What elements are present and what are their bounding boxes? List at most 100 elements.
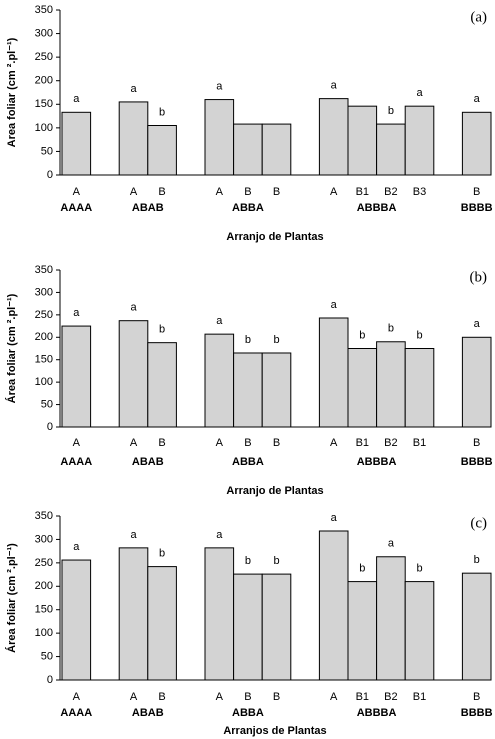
significance-letter: b <box>245 555 251 567</box>
x-tick-label: B <box>244 437 251 449</box>
bar <box>233 123 263 176</box>
bar <box>376 123 406 176</box>
significance-letter: a <box>416 87 423 99</box>
bar <box>376 341 406 428</box>
significance-letter: b <box>416 329 422 341</box>
group-label: BBBB <box>461 202 493 214</box>
x-axis-title: Arranjos de Plantas <box>223 725 326 737</box>
bar <box>461 572 492 681</box>
y-tick-label: 50 <box>41 145 53 157</box>
bar <box>61 325 92 428</box>
bar <box>461 111 492 176</box>
x-tick-label: B2 <box>384 691 397 703</box>
y-tick-label: 150 <box>35 98 53 110</box>
y-tick-label: 350 <box>35 4 53 16</box>
bar <box>233 352 263 428</box>
y-tick-label: 200 <box>35 331 53 343</box>
x-tick-label: A <box>216 186 224 198</box>
significance-letter: b <box>474 554 480 566</box>
bar <box>318 530 349 681</box>
significance-letter: b <box>359 329 365 341</box>
x-axis-title: Arranjo de Plantas <box>226 231 323 243</box>
significance-letter: b <box>388 105 394 117</box>
x-tick-label: A <box>330 437 338 449</box>
group-label: ABAB <box>132 707 164 719</box>
x-tick-label: B <box>273 691 280 703</box>
bar <box>147 566 177 681</box>
x-tick-label: B <box>158 437 165 449</box>
significance-letter: a <box>73 541 80 553</box>
x-tick-label: B1 <box>356 691 369 703</box>
significance-letter: a <box>73 93 80 105</box>
group-label: ABBBA <box>357 707 397 719</box>
panel: 050100150200250300350aAAAAAaAbBABABaAbBb… <box>5 510 493 737</box>
y-tick-label: 0 <box>47 674 53 686</box>
x-tick-label: B <box>244 691 251 703</box>
significance-letter: b <box>159 548 165 560</box>
y-tick-label: 50 <box>41 650 53 662</box>
y-tick-label: 300 <box>35 533 53 545</box>
bar <box>347 581 378 681</box>
x-tick-label: B1 <box>413 691 426 703</box>
x-tick-label: B1 <box>413 437 426 449</box>
x-tick-label: A <box>130 437 138 449</box>
significance-letter: a <box>388 538 395 550</box>
y-tick-label: 150 <box>35 604 53 616</box>
bar <box>118 101 149 176</box>
y-axis-title: Área foliar (cm ².pl⁻¹) <box>5 293 18 403</box>
bar <box>318 317 349 428</box>
x-tick-label: A <box>73 437 81 449</box>
group-label: BBBB <box>461 707 493 719</box>
y-axis-title: Area foliar (cm ².pl⁻¹) <box>6 37 18 147</box>
panel-label: (b) <box>470 269 488 285</box>
significance-letter: a <box>331 80 338 92</box>
significance-letter: b <box>359 563 365 575</box>
group-label: AAAA <box>60 707 92 719</box>
group-label: AAAA <box>60 202 92 214</box>
x-tick-label: B3 <box>413 186 426 198</box>
group-label: ABBBA <box>357 456 397 468</box>
significance-letter: b <box>159 324 165 336</box>
y-tick-label: 150 <box>35 354 53 366</box>
y-tick-label: 250 <box>35 557 53 569</box>
y-tick-label: 250 <box>35 51 53 63</box>
bar <box>404 348 435 428</box>
significance-letter: a <box>130 302 137 314</box>
x-tick-label: A <box>73 186 81 198</box>
significance-letter: b <box>159 106 165 118</box>
significance-letter: a <box>216 80 223 92</box>
x-tick-label: A <box>130 691 138 703</box>
y-axis-title: Área foliar (cm ².pl⁻¹) <box>5 543 18 653</box>
bar <box>461 336 492 428</box>
bar <box>204 547 235 681</box>
y-tick-label: 0 <box>47 421 53 433</box>
x-tick-label: B <box>273 437 280 449</box>
x-tick-label: A <box>216 437 224 449</box>
x-tick-label: B1 <box>356 186 369 198</box>
significance-letter: a <box>130 529 137 541</box>
x-tick-label: A <box>330 186 338 198</box>
y-tick-label: 0 <box>47 169 53 181</box>
significance-letter: a <box>216 315 223 327</box>
significance-letter: a <box>331 512 338 524</box>
y-tick-label: 100 <box>35 376 53 388</box>
significance-letter: b <box>388 323 394 335</box>
significance-letter: a <box>73 307 80 319</box>
group-label: AAAA <box>60 456 92 468</box>
significance-letter: a <box>331 299 338 311</box>
bar <box>118 547 149 681</box>
significance-letter: b <box>273 555 279 567</box>
significance-letter: b <box>245 334 251 346</box>
x-axis-title: Arranjo de Plantas <box>226 485 323 497</box>
bar <box>261 573 292 681</box>
y-tick-label: 350 <box>35 510 53 522</box>
bar <box>376 556 406 681</box>
y-tick-label: 300 <box>35 27 53 39</box>
bar <box>147 125 177 176</box>
y-tick-label: 200 <box>35 75 53 87</box>
y-tick-label: 200 <box>35 580 53 592</box>
y-tick-label: 50 <box>41 398 53 410</box>
bar <box>61 559 92 681</box>
